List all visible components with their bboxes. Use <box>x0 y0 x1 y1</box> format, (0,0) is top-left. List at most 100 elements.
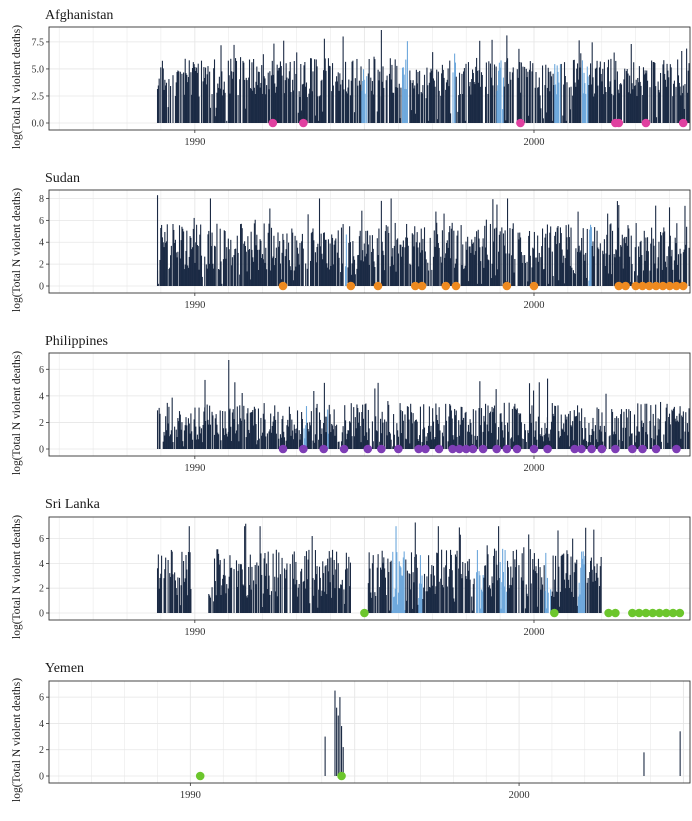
event-marker <box>611 444 620 454</box>
y-tick-label: 4 <box>39 391 44 402</box>
x-tick-label: 1990 <box>184 627 205 638</box>
y-tick-label: 4 <box>39 238 44 249</box>
event-marker <box>451 281 461 291</box>
event-marker <box>421 444 430 454</box>
event-marker <box>512 444 522 454</box>
event-marker <box>195 771 205 781</box>
y-tick-label: 2.5 <box>32 91 45 102</box>
event-markers <box>278 281 688 291</box>
event-marker <box>628 608 637 618</box>
event-marker <box>529 281 539 291</box>
event-marker <box>655 608 664 618</box>
event-marker <box>672 281 681 291</box>
bar-series <box>156 522 602 613</box>
event-marker <box>441 281 451 291</box>
event-marker <box>268 118 278 128</box>
event-marker <box>665 281 674 291</box>
x-tick-label: 1990 <box>184 300 205 311</box>
event-marker <box>628 444 637 454</box>
y-tick-label: 8 <box>39 194 44 205</box>
y-tick-label: 0 <box>39 282 44 293</box>
event-markers <box>268 118 688 128</box>
y-tick-label: 6 <box>39 693 44 704</box>
event-marker <box>360 608 369 618</box>
bar-series <box>324 690 681 776</box>
event-marker <box>634 608 644 618</box>
panel-border <box>48 516 691 621</box>
event-marker <box>502 281 512 291</box>
event-marker <box>417 281 427 291</box>
event-marker <box>410 281 420 291</box>
x-tick-label: 2000 <box>509 790 530 801</box>
x-tick-label: 1990 <box>180 790 201 801</box>
event-marker <box>651 444 661 454</box>
event-marker <box>675 608 685 618</box>
event-marker <box>604 608 613 618</box>
x-tick-label: 2000 <box>523 137 544 148</box>
y-tick-label: 0 <box>39 609 44 620</box>
event-marker <box>337 771 346 781</box>
event-marker <box>373 281 383 291</box>
event-marker <box>543 444 552 454</box>
panel-border <box>48 26 691 131</box>
x-tick-label: 1990 <box>184 137 205 148</box>
event-marker <box>448 444 457 454</box>
y-tick-label: 2 <box>39 260 44 271</box>
x-tick-label: 2000 <box>523 463 544 474</box>
event-markers <box>278 444 681 454</box>
event-marker <box>278 444 288 454</box>
y-tick-label: 4 <box>39 559 44 570</box>
event-marker <box>414 444 423 454</box>
event-marker <box>299 444 308 454</box>
event-marker <box>658 281 668 291</box>
panel-title: Sudan <box>45 171 80 186</box>
event-marker <box>394 444 403 454</box>
event-marker <box>468 444 478 454</box>
event-marker <box>611 608 620 618</box>
event-marker <box>319 444 329 454</box>
event-marker <box>651 281 661 291</box>
panel-border <box>48 189 691 294</box>
bar-series <box>156 195 690 286</box>
event-marker <box>278 281 288 291</box>
event-marker <box>455 444 464 454</box>
event-marker <box>631 281 641 291</box>
event-marker <box>645 281 654 291</box>
panel-title: Sri Lanka <box>45 497 100 512</box>
event-marker <box>668 608 678 618</box>
panel-title: Yemen <box>45 661 85 676</box>
event-marker <box>614 118 624 128</box>
event-markers <box>195 771 346 781</box>
event-marker <box>672 444 681 454</box>
event-marker <box>492 444 501 454</box>
event-marker <box>577 444 586 454</box>
panel-border <box>48 680 691 784</box>
y-tick-label: 2 <box>39 418 44 429</box>
event-marker <box>614 281 624 291</box>
event-marker <box>678 281 688 291</box>
event-marker <box>516 118 525 128</box>
y-tick-label: 0.0 <box>32 119 45 130</box>
event-marker <box>363 444 373 454</box>
event-marker <box>550 608 559 618</box>
event-marker <box>641 608 651 618</box>
x-tick-label: 1990 <box>184 463 205 474</box>
event-marker <box>661 608 671 618</box>
event-marker <box>461 444 471 454</box>
x-tick-label: 2000 <box>523 627 544 638</box>
y-tick-label: 7.5 <box>32 37 45 48</box>
panel-title: Afghanistan <box>45 8 114 23</box>
event-marker <box>570 444 579 454</box>
event-markers <box>360 608 685 618</box>
y-tick-label: 6 <box>39 365 44 376</box>
event-marker <box>377 444 386 454</box>
y-tick-label: 2 <box>39 584 44 595</box>
y-tick-label: 0 <box>39 772 44 783</box>
y-tick-label: 6 <box>39 216 44 227</box>
y-tick-label: 0 <box>39 445 44 456</box>
event-marker <box>641 118 651 128</box>
